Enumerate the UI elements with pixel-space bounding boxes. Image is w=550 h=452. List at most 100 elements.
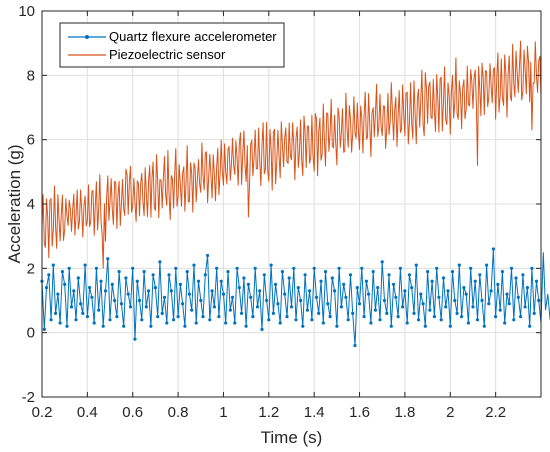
series-quartz-point: [491, 247, 495, 251]
y-tick-label: 6: [27, 132, 35, 149]
series-quartz-point: [314, 295, 319, 299]
series-quartz-point: [521, 273, 525, 277]
series-quartz-point: [101, 324, 105, 328]
series-quartz-point: [303, 273, 307, 277]
series-quartz-point: [471, 305, 475, 309]
series-quartz-point: [221, 292, 226, 296]
y-tick-label: -2: [22, 389, 35, 406]
series-quartz-point: [373, 308, 377, 312]
series-quartz-point: [285, 315, 289, 319]
series-quartz-point: [81, 311, 85, 315]
series-quartz-point: [108, 318, 112, 322]
series-quartz-point: [423, 324, 427, 328]
series-quartz-point: [42, 327, 46, 331]
series-quartz-point: [206, 253, 210, 258]
series-quartz-point: [203, 273, 207, 277]
series-quartz-point: [505, 292, 509, 296]
series-quartz-point: [280, 270, 284, 274]
series-quartz-point: [192, 263, 196, 267]
legend-marker-quartz: [85, 35, 89, 39]
series-quartz-point: [210, 289, 214, 293]
series-quartz-point: [156, 315, 160, 319]
series-quartz-point: [446, 289, 450, 293]
series-quartz-point: [498, 308, 502, 312]
series-quartz-point: [380, 260, 384, 264]
series-quartz-point: [439, 318, 443, 322]
series-quartz-point: [194, 321, 198, 325]
x-tick-label: 0.8: [168, 404, 189, 421]
series-quartz-point: [92, 321, 96, 325]
series-quartz-point: [496, 282, 500, 286]
series-quartz-point: [74, 318, 78, 322]
series-quartz-point: [319, 279, 323, 283]
series-quartz-point: [271, 311, 275, 315]
series-quartz-point: [398, 266, 402, 270]
series-quartz-point: [110, 282, 114, 286]
series-quartz-point: [133, 337, 137, 341]
series-quartz-point: [167, 273, 171, 277]
series-quartz-point: [430, 279, 434, 283]
series-quartz-point: [500, 270, 504, 274]
series-quartz-point: [283, 292, 287, 296]
series-quartz-point: [215, 266, 219, 270]
series-quartz-point: [532, 311, 536, 315]
y-tick-label: 8: [27, 67, 35, 84]
series-quartz-point: [323, 270, 328, 274]
series-quartz-point: [147, 289, 151, 293]
x-tick-label: 0.2: [32, 404, 53, 421]
series-quartz-point: [187, 292, 191, 296]
series-quartz-point: [342, 282, 346, 286]
series-quartz-point: [176, 315, 180, 319]
series-quartz-point: [410, 286, 414, 290]
series-quartz-point: [401, 305, 405, 309]
series-quartz-point: [485, 263, 489, 267]
series-quartz-point: [97, 308, 101, 312]
series-quartz-point: [448, 324, 452, 328]
series-quartz-point: [333, 289, 337, 293]
legend-box: [59, 22, 285, 68]
series-quartz-point: [128, 305, 133, 309]
series-quartz-point: [335, 324, 339, 328]
series-quartz-point: [237, 286, 241, 290]
series-quartz-point: [435, 266, 439, 270]
series-quartz-point: [432, 315, 436, 319]
series-quartz-point: [144, 305, 148, 309]
series-quartz-point: [44, 286, 49, 290]
series-quartz-point: [113, 298, 117, 303]
series-quartz-point: [103, 289, 108, 293]
series-quartz-point: [287, 276, 291, 280]
series-piezoelectric-line: [41, 40, 542, 269]
series-quartz-point: [63, 282, 67, 286]
series-quartz-point: [260, 327, 264, 331]
series-quartz-point: [441, 276, 446, 280]
series-quartz-point: [537, 298, 541, 303]
series-quartz-point: [382, 298, 387, 303]
series-quartz-point: [460, 315, 464, 319]
series-quartz-point: [158, 260, 162, 264]
series-quartz-point: [392, 282, 396, 286]
series-quartz-point: [387, 273, 391, 277]
series-quartz-point: [376, 286, 380, 290]
x-axis-title: Time (s): [261, 428, 323, 447]
series-quartz-point: [56, 292, 60, 296]
series-quartz-point: [85, 315, 89, 319]
series-quartz-point: [151, 273, 155, 277]
series-quartz-point: [339, 305, 343, 309]
series-quartz-point: [90, 295, 94, 299]
series-quartz-point: [244, 324, 248, 328]
series-quartz-point: [519, 315, 523, 319]
series-quartz-point: [453, 298, 457, 303]
series-quartz-point: [67, 266, 71, 270]
series-quartz-point: [149, 324, 153, 328]
series-quartz-point: [201, 315, 205, 319]
series-quartz-point: [47, 273, 51, 277]
series-quartz-point: [126, 292, 130, 296]
series-quartz-point: [416, 318, 421, 322]
series-quartz-point: [72, 289, 76, 293]
x-tick-label: 1: [219, 404, 227, 421]
series-quartz-point: [464, 292, 468, 296]
series-quartz-point: [69, 305, 74, 309]
series-quartz-point: [396, 315, 400, 319]
series-quartz-point: [475, 318, 480, 322]
